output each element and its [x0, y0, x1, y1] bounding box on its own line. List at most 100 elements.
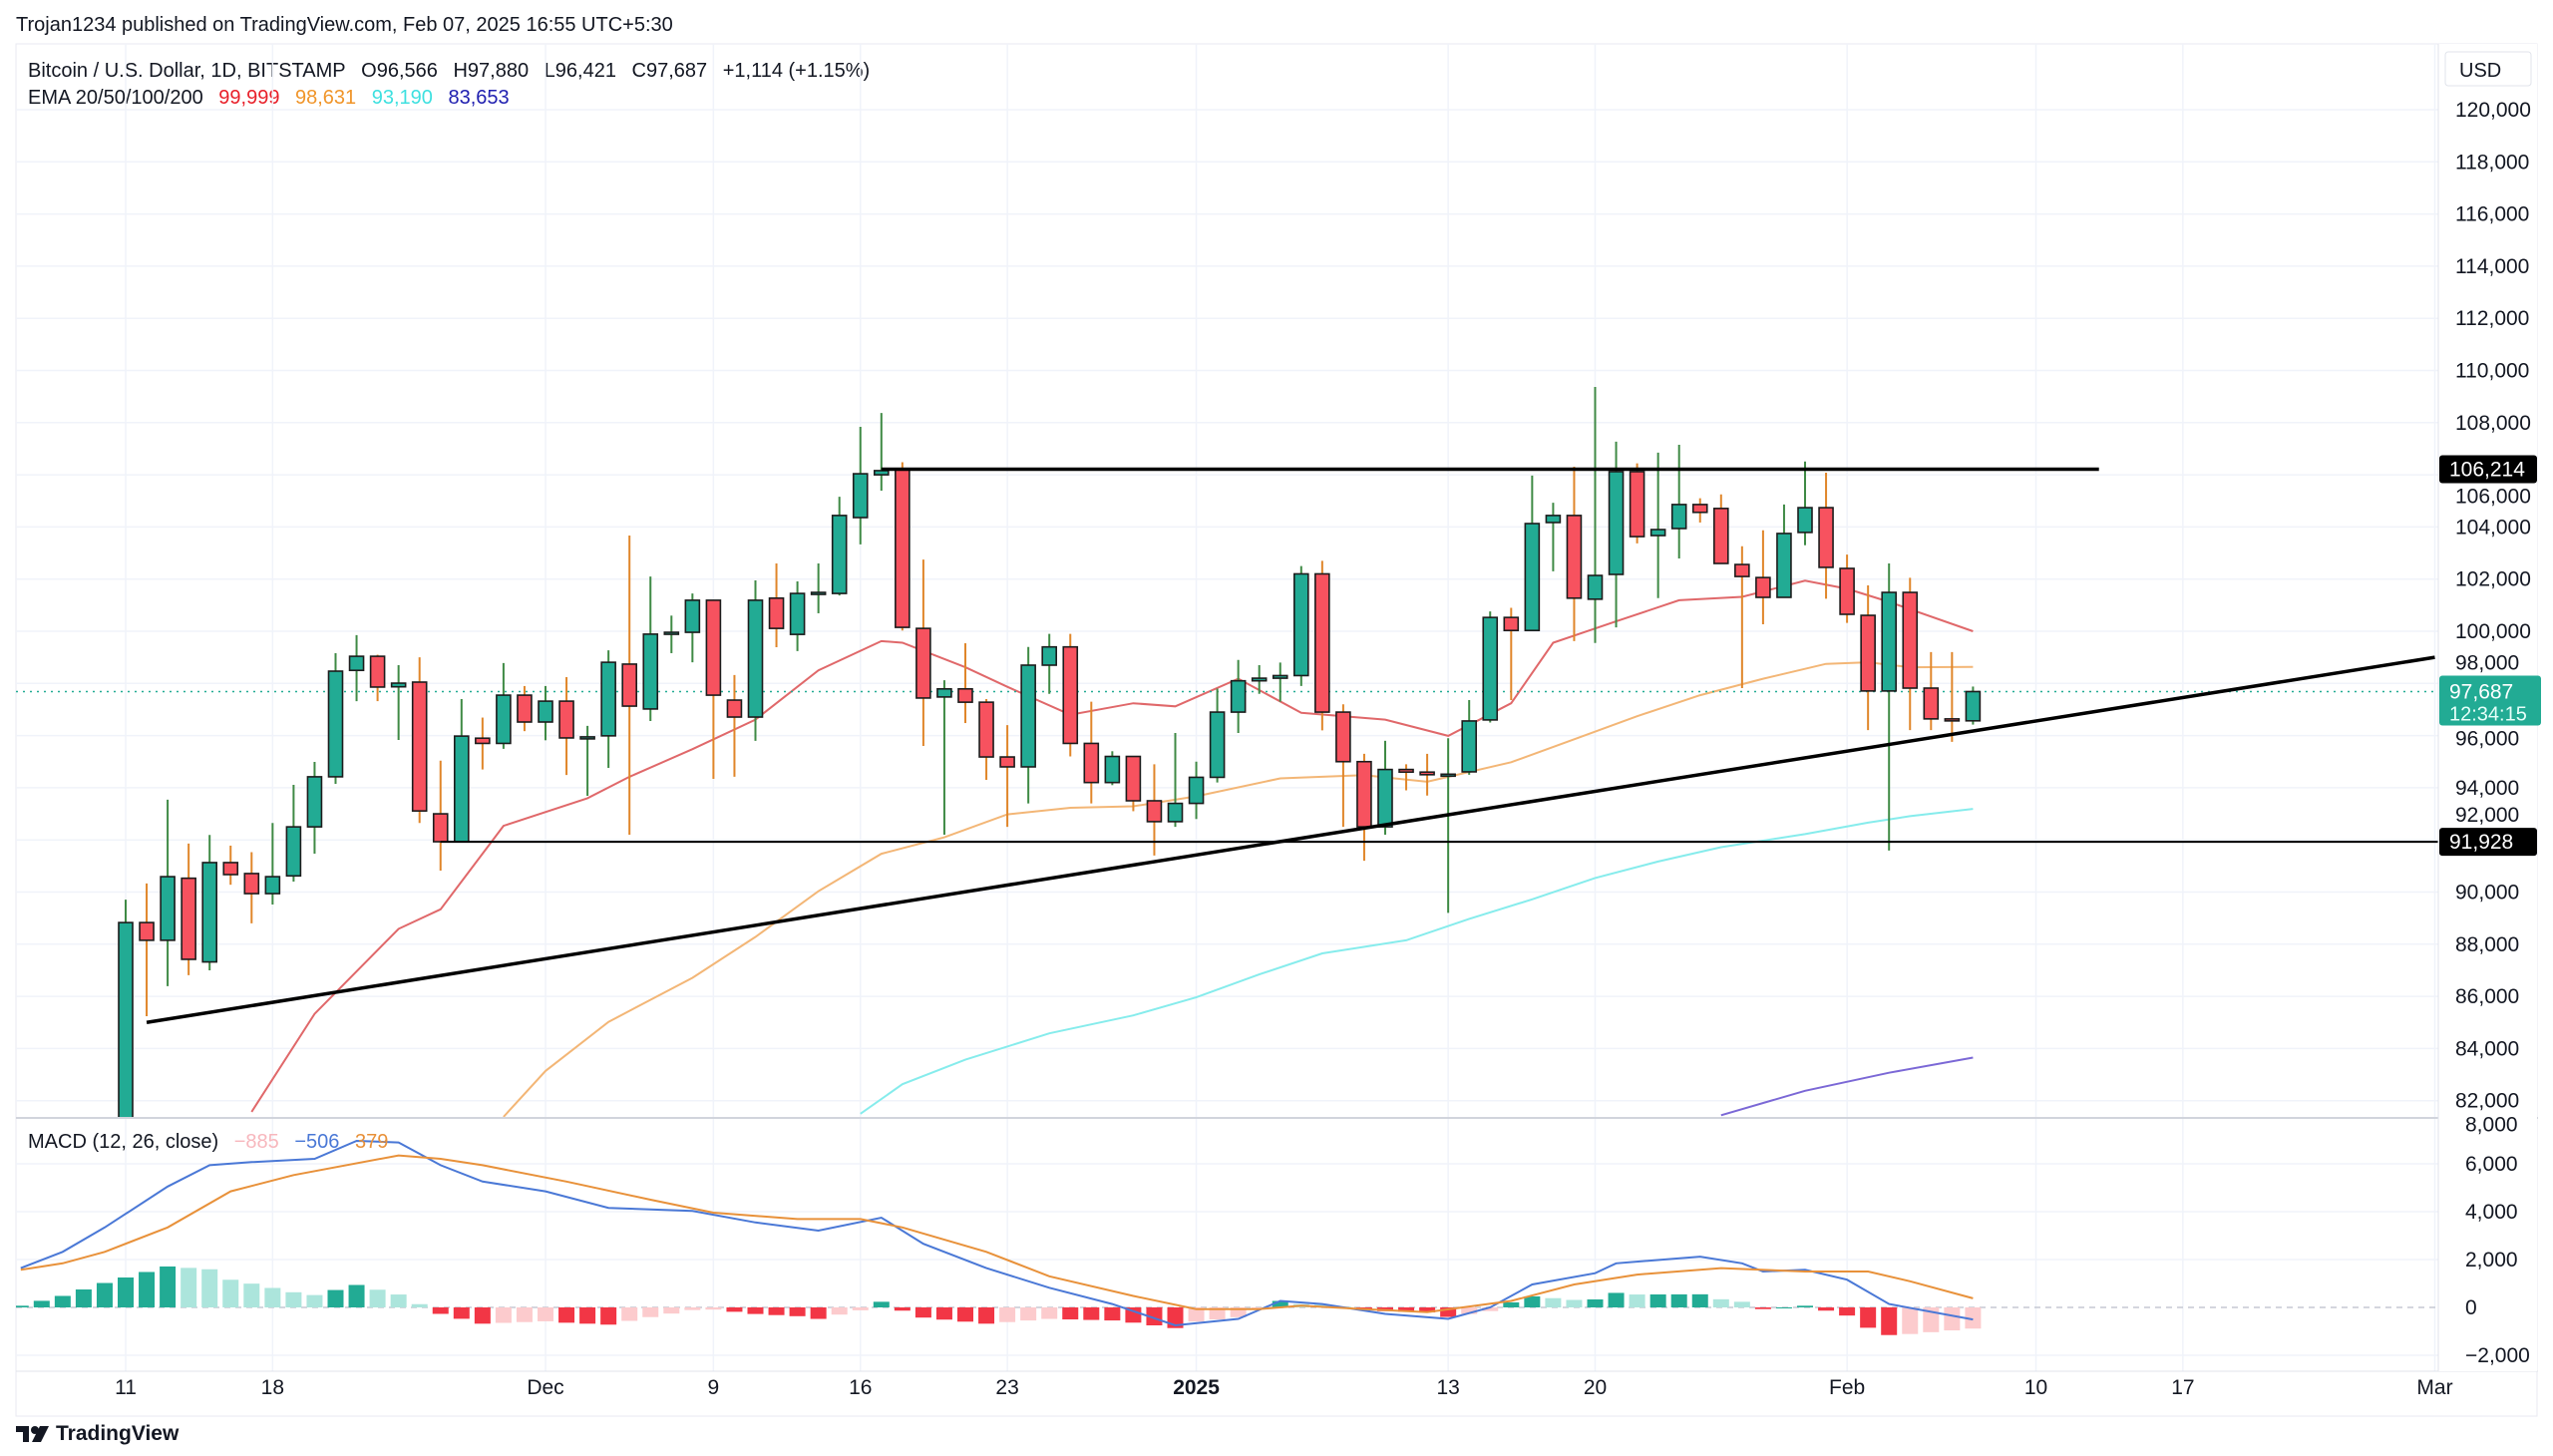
candle[interactable] [118, 900, 134, 1148]
candle[interactable] [579, 725, 595, 797]
candle[interactable] [1649, 452, 1666, 598]
candle[interactable] [684, 593, 701, 663]
candle[interactable] [600, 650, 616, 769]
candle[interactable] [1125, 755, 1142, 812]
candle[interactable] [1923, 651, 1940, 731]
candle[interactable] [1818, 473, 1834, 599]
candle[interactable] [1734, 546, 1750, 689]
candle[interactable] [789, 581, 806, 651]
candle[interactable] [306, 762, 323, 855]
candle[interactable] [1839, 554, 1855, 623]
candle[interactable] [369, 654, 386, 702]
candle[interactable] [1566, 466, 1583, 641]
candle[interactable] [285, 785, 302, 883]
candle[interactable] [453, 698, 470, 843]
candle[interactable] [558, 677, 574, 776]
candle[interactable] [852, 426, 869, 545]
candle[interactable] [1691, 498, 1708, 523]
candle[interactable] [432, 760, 449, 872]
candle[interactable] [1335, 704, 1351, 828]
candle[interactable] [1188, 761, 1205, 820]
price-pane[interactable] [16, 386, 2438, 1148]
candle[interactable] [222, 845, 239, 886]
candle[interactable] [411, 657, 428, 824]
candle[interactable] [1398, 764, 1414, 791]
candle[interactable] [475, 717, 491, 770]
candle[interactable] [936, 680, 952, 835]
candle[interactable] [1881, 563, 1897, 851]
macd-pane[interactable] [13, 1139, 1982, 1335]
candle[interactable] [978, 698, 994, 781]
candle[interactable] [517, 685, 533, 732]
candle[interactable] [1482, 611, 1499, 723]
candle[interactable] [1965, 686, 1982, 725]
candle[interactable] [139, 883, 155, 1016]
candle[interactable] [1020, 646, 1036, 804]
candle[interactable] [810, 563, 827, 613]
candle[interactable] [1503, 607, 1520, 701]
candle[interactable] [999, 725, 1015, 828]
candle[interactable] [895, 462, 911, 631]
candle[interactable] [1713, 494, 1729, 564]
candle[interactable] [915, 559, 931, 747]
symbol-name[interactable]: Bitcoin / U.S. Dollar, 1D, BITSTAMP [28, 60, 346, 82]
candle[interactable] [873, 413, 890, 492]
ascending-trendline[interactable] [146, 655, 2435, 1024]
candle[interactable] [1524, 475, 1541, 632]
candle[interactable] [390, 664, 407, 741]
candle[interactable] [831, 497, 848, 596]
candle[interactable] [1230, 659, 1247, 733]
candle[interactable] [1608, 441, 1625, 628]
candle[interactable] [264, 823, 281, 906]
candle[interactable] [201, 835, 217, 970]
candle[interactable] [1377, 740, 1393, 835]
candle[interactable] [1755, 530, 1771, 624]
candle[interactable] [1860, 584, 1876, 731]
candle[interactable] [1670, 445, 1687, 559]
candle[interactable] [1461, 700, 1477, 775]
candle[interactable] [1167, 732, 1184, 828]
candle[interactable] [1545, 503, 1562, 571]
candle[interactable] [1251, 664, 1268, 694]
candle[interactable] [1419, 753, 1435, 796]
candle-body [1923, 687, 1940, 720]
candle[interactable] [160, 799, 176, 986]
time-axis[interactable]: 11 18 Dec 9 16 23 2025 13 20 Feb 10 17 Mar [115, 1376, 2452, 1399]
candle[interactable] [348, 634, 365, 702]
candle[interactable] [1902, 577, 1919, 731]
candle[interactable] [726, 674, 743, 777]
candle[interactable] [1440, 738, 1456, 913]
candle[interactable] [1062, 633, 1079, 757]
candle[interactable] [1776, 504, 1792, 598]
candle[interactable] [621, 536, 638, 835]
candle[interactable] [1314, 560, 1330, 731]
candle[interactable] [1797, 461, 1813, 546]
candle[interactable] [1587, 386, 1604, 643]
tradingview-logo[interactable]: TradingView [16, 1422, 179, 1446]
candle[interactable] [768, 563, 785, 647]
candle[interactable] [642, 576, 659, 721]
currency-button[interactable] [2444, 51, 2532, 87]
candle[interactable] [1944, 651, 1961, 742]
candle[interactable] [496, 662, 512, 749]
macd-label[interactable]: MACD (12, 26, close) [28, 1131, 219, 1153]
candle[interactable] [1083, 701, 1100, 804]
candle[interactable] [1272, 662, 1288, 702]
candle[interactable] [663, 615, 680, 653]
candle[interactable] [1629, 463, 1645, 544]
candle[interactable] [957, 643, 973, 724]
candle[interactable] [1209, 688, 1226, 783]
candle[interactable] [1041, 633, 1057, 694]
candle[interactable] [1293, 565, 1309, 686]
candle[interactable] [327, 652, 344, 784]
candle[interactable] [1146, 764, 1163, 856]
candle[interactable] [747, 580, 764, 741]
candle[interactable] [181, 843, 196, 975]
candle[interactable] [538, 685, 553, 741]
candle[interactable] [705, 599, 722, 780]
candle[interactable] [243, 852, 260, 923]
candle[interactable] [1104, 751, 1121, 786]
candle[interactable] [1356, 753, 1372, 862]
ema-label[interactable]: EMA 20/50/100/200 [28, 87, 203, 109]
